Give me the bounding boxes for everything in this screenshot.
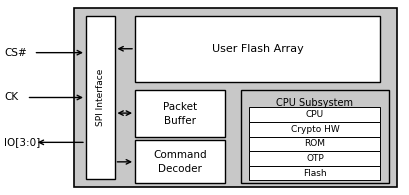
- FancyBboxPatch shape: [74, 8, 397, 187]
- FancyBboxPatch shape: [135, 90, 225, 136]
- Text: CPU Subsystem: CPU Subsystem: [276, 98, 353, 107]
- Text: Packet: Packet: [163, 102, 197, 112]
- Text: SPI Interface: SPI Interface: [96, 69, 105, 126]
- Text: Buffer: Buffer: [164, 115, 196, 126]
- FancyBboxPatch shape: [135, 140, 225, 183]
- Text: Flash: Flash: [303, 168, 327, 178]
- FancyBboxPatch shape: [86, 16, 115, 179]
- Text: OTP: OTP: [306, 154, 324, 163]
- FancyBboxPatch shape: [249, 151, 380, 166]
- Text: IO[3:0]: IO[3:0]: [4, 137, 40, 147]
- Text: CS#: CS#: [4, 48, 27, 58]
- Text: CK: CK: [4, 92, 18, 103]
- FancyBboxPatch shape: [249, 122, 380, 136]
- Text: Command: Command: [153, 150, 207, 160]
- FancyBboxPatch shape: [249, 107, 380, 122]
- Text: User Flash Array: User Flash Array: [212, 44, 303, 54]
- Text: Crypto HW: Crypto HW: [290, 125, 339, 134]
- FancyBboxPatch shape: [249, 166, 380, 180]
- FancyBboxPatch shape: [135, 16, 380, 82]
- Text: CPU: CPU: [306, 110, 324, 119]
- Text: ROM: ROM: [304, 139, 326, 148]
- Text: Decoder: Decoder: [158, 164, 202, 174]
- FancyBboxPatch shape: [241, 90, 389, 183]
- FancyBboxPatch shape: [249, 136, 380, 151]
